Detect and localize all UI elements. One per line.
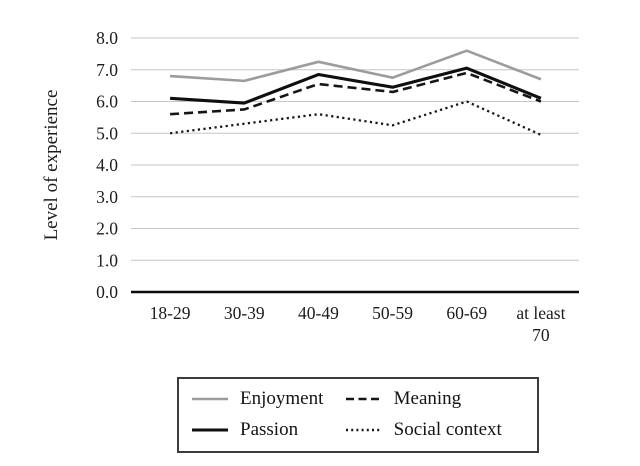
- social-context-dotted-line-sample-icon: [345, 428, 382, 432]
- legend-label-passion: Passion: [240, 419, 299, 440]
- y-tick-label: 7.0: [96, 60, 118, 80]
- y-tick-label: 5.0: [96, 123, 118, 143]
- legend-label-social-context: Social context: [393, 419, 502, 440]
- legend-label-enjoyment: Enjoyment: [240, 388, 324, 409]
- y-tick-label: 3.0: [96, 187, 118, 207]
- y-axis-title: Level of experience: [41, 90, 62, 241]
- x-category-label: at least 70: [516, 303, 565, 345]
- y-tick-label: 8.0: [96, 28, 118, 48]
- series-line-meaning: [170, 71, 542, 116]
- chart-legend: Enjoyment Meaning Passion Social context: [177, 377, 539, 453]
- series-line-social-context: [169, 100, 542, 136]
- passion-line-sample-icon: [192, 428, 228, 432]
- legend-label-meaning: Meaning: [393, 388, 462, 409]
- y-axis-tick-labels: 0.0 1.0 2.0 3.0 4.0 5.0 6.0 7.0 8.0: [96, 28, 118, 302]
- legend-item-passion: Passion: [191, 419, 345, 441]
- x-category-label: 18-29: [150, 303, 191, 323]
- x-category-label: 60-69: [446, 303, 487, 323]
- y-tick-label: 2.0: [96, 219, 118, 239]
- x-category-label: 50-59: [372, 303, 413, 323]
- y-tick-label: 6.0: [96, 92, 118, 112]
- legend-item-enjoyment: Enjoyment: [191, 388, 345, 410]
- x-axis-category-labels: 18-29 30-39 40-49 50-59 60-69 at least 70: [150, 303, 566, 345]
- x-category-label: 40-49: [298, 303, 339, 323]
- legend-item-meaning: Meaning: [345, 388, 525, 410]
- series-lines: [169, 49, 542, 136]
- meaning-dashed-line-sample-icon: [345, 397, 382, 401]
- y-tick-label: 4.0: [96, 155, 118, 175]
- gridlines: [131, 37, 579, 294]
- series-line-enjoyment: [170, 49, 542, 83]
- legend-item-social-context: Social context: [345, 419, 525, 441]
- x-category-label: 30-39: [224, 303, 265, 323]
- y-tick-label: 0.0: [96, 282, 118, 302]
- y-tick-label: 1.0: [96, 250, 118, 270]
- series-line-passion: [169, 66, 542, 105]
- enjoyment-line-sample-icon: [192, 397, 228, 401]
